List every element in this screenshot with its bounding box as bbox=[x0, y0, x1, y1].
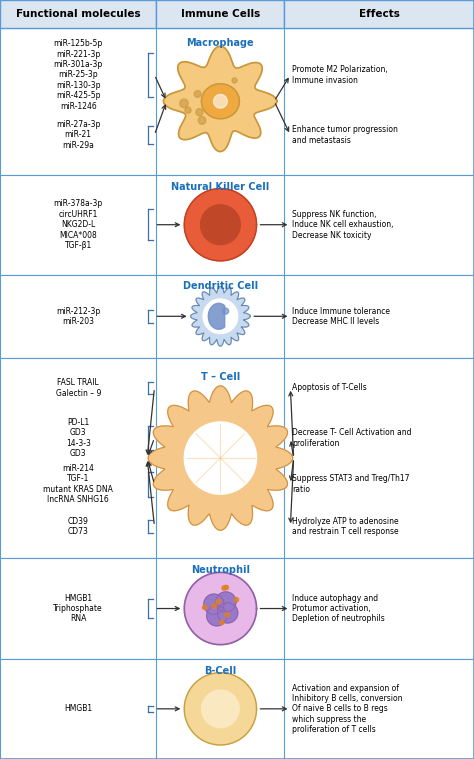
Text: Promote M2 Polarization,
Immune invasion: Promote M2 Polarization, Immune invasion bbox=[292, 65, 388, 84]
Polygon shape bbox=[201, 83, 239, 118]
Circle shape bbox=[194, 90, 201, 97]
Text: HMGB1: HMGB1 bbox=[64, 704, 92, 713]
Text: FASL TRAIL
Galectin – 9: FASL TRAIL Galectin – 9 bbox=[55, 378, 101, 398]
Text: miR-125b-5p
miR-221-3p
miR-301a-3p
miR-25-3p
miR-130-3p
miR-425-5p
miR-1246: miR-125b-5p miR-221-3p miR-301a-3p miR-2… bbox=[54, 39, 103, 111]
Text: Neutrophil: Neutrophil bbox=[191, 565, 250, 575]
Polygon shape bbox=[214, 94, 227, 108]
Text: Suppress NK function,
Induce NK cell exhaustion,
Decrease NK toxicity: Suppress NK function, Induce NK cell exh… bbox=[292, 209, 394, 240]
Polygon shape bbox=[164, 46, 277, 152]
Circle shape bbox=[180, 99, 188, 108]
Text: Natural Killer Cell: Natural Killer Cell bbox=[171, 181, 270, 191]
Text: Decrease T- Cell Activation and
proliferation: Decrease T- Cell Activation and prolifer… bbox=[292, 428, 412, 448]
Text: Apoptosis of T-Cells: Apoptosis of T-Cells bbox=[292, 383, 367, 392]
Text: Macrophage: Macrophage bbox=[187, 38, 254, 49]
Text: Immune Cells: Immune Cells bbox=[181, 9, 260, 19]
Circle shape bbox=[219, 620, 224, 625]
Circle shape bbox=[225, 613, 229, 617]
Polygon shape bbox=[216, 592, 236, 613]
Bar bbox=[0, 28, 474, 175]
Polygon shape bbox=[203, 299, 238, 334]
Circle shape bbox=[198, 117, 206, 124]
Text: CD39
CD73: CD39 CD73 bbox=[68, 517, 89, 536]
Text: Dendritic Cell: Dendritic Cell bbox=[183, 281, 258, 291]
Bar bbox=[156, 0, 284, 28]
Polygon shape bbox=[184, 422, 256, 494]
Text: Functional molecules: Functional molecules bbox=[16, 9, 140, 19]
Circle shape bbox=[224, 585, 228, 590]
Polygon shape bbox=[207, 606, 227, 626]
Circle shape bbox=[232, 78, 237, 83]
Polygon shape bbox=[208, 304, 225, 329]
Text: T – Cell: T – Cell bbox=[201, 372, 240, 382]
Text: miR-212-3p
miR-203: miR-212-3p miR-203 bbox=[56, 307, 100, 326]
Circle shape bbox=[202, 605, 207, 609]
Polygon shape bbox=[184, 188, 256, 261]
Circle shape bbox=[196, 109, 203, 116]
Text: HMGB1
Triphosphate
RNA: HMGB1 Triphosphate RNA bbox=[54, 594, 103, 623]
Text: miR-27a-3p
miR-21
miR-29a: miR-27a-3p miR-21 miR-29a bbox=[56, 120, 100, 150]
Polygon shape bbox=[204, 594, 224, 614]
Circle shape bbox=[185, 107, 191, 113]
Polygon shape bbox=[201, 690, 239, 728]
Text: Induce autophagy and
Protumor activation,
Depletion of neutrophils: Induce autophagy and Protumor activation… bbox=[292, 594, 385, 623]
Text: Effects: Effects bbox=[359, 9, 400, 19]
Text: Suppress STAT3 and Treg/Th17
ratio: Suppress STAT3 and Treg/Th17 ratio bbox=[292, 474, 410, 494]
Text: Activation and expansion of
Inhibitory B cells, conversion
Of naive B cells to B: Activation and expansion of Inhibitory B… bbox=[292, 684, 403, 734]
Circle shape bbox=[216, 600, 220, 603]
Text: B-Cell: B-Cell bbox=[204, 666, 237, 676]
Circle shape bbox=[212, 604, 216, 608]
Bar bbox=[0, 0, 156, 28]
Polygon shape bbox=[148, 386, 292, 531]
Text: Induce Immune tolerance
Decrease MHC II levels: Induce Immune tolerance Decrease MHC II … bbox=[292, 307, 391, 326]
Circle shape bbox=[234, 597, 238, 602]
Circle shape bbox=[222, 586, 226, 591]
Bar bbox=[0, 357, 474, 559]
Circle shape bbox=[222, 308, 229, 314]
Bar bbox=[284, 0, 474, 28]
Text: miR-378a-3p
circUHRF1
NKG2D-L
MICA*008
TGF-β1: miR-378a-3p circUHRF1 NKG2D-L MICA*008 T… bbox=[54, 200, 103, 250]
Polygon shape bbox=[191, 286, 250, 346]
Bar bbox=[0, 659, 474, 759]
Bar bbox=[0, 275, 474, 357]
Text: miR-214
TGF-1
mutant KRAS DNA
lncRNA SNHG16: miR-214 TGF-1 mutant KRAS DNA lncRNA SNH… bbox=[43, 464, 113, 504]
Bar bbox=[0, 175, 474, 275]
Text: Hydrolyze ATP to adenosine
and restrain T cell response: Hydrolyze ATP to adenosine and restrain … bbox=[292, 517, 399, 536]
Polygon shape bbox=[218, 603, 238, 623]
Text: PD-L1
GD3
14-3-3
GD3: PD-L1 GD3 14-3-3 GD3 bbox=[66, 418, 91, 458]
Polygon shape bbox=[184, 672, 256, 745]
Polygon shape bbox=[184, 572, 256, 644]
Polygon shape bbox=[201, 205, 240, 244]
Text: Enhance tumor progression
and metastasis: Enhance tumor progression and metastasis bbox=[292, 125, 398, 145]
Bar bbox=[0, 559, 474, 659]
